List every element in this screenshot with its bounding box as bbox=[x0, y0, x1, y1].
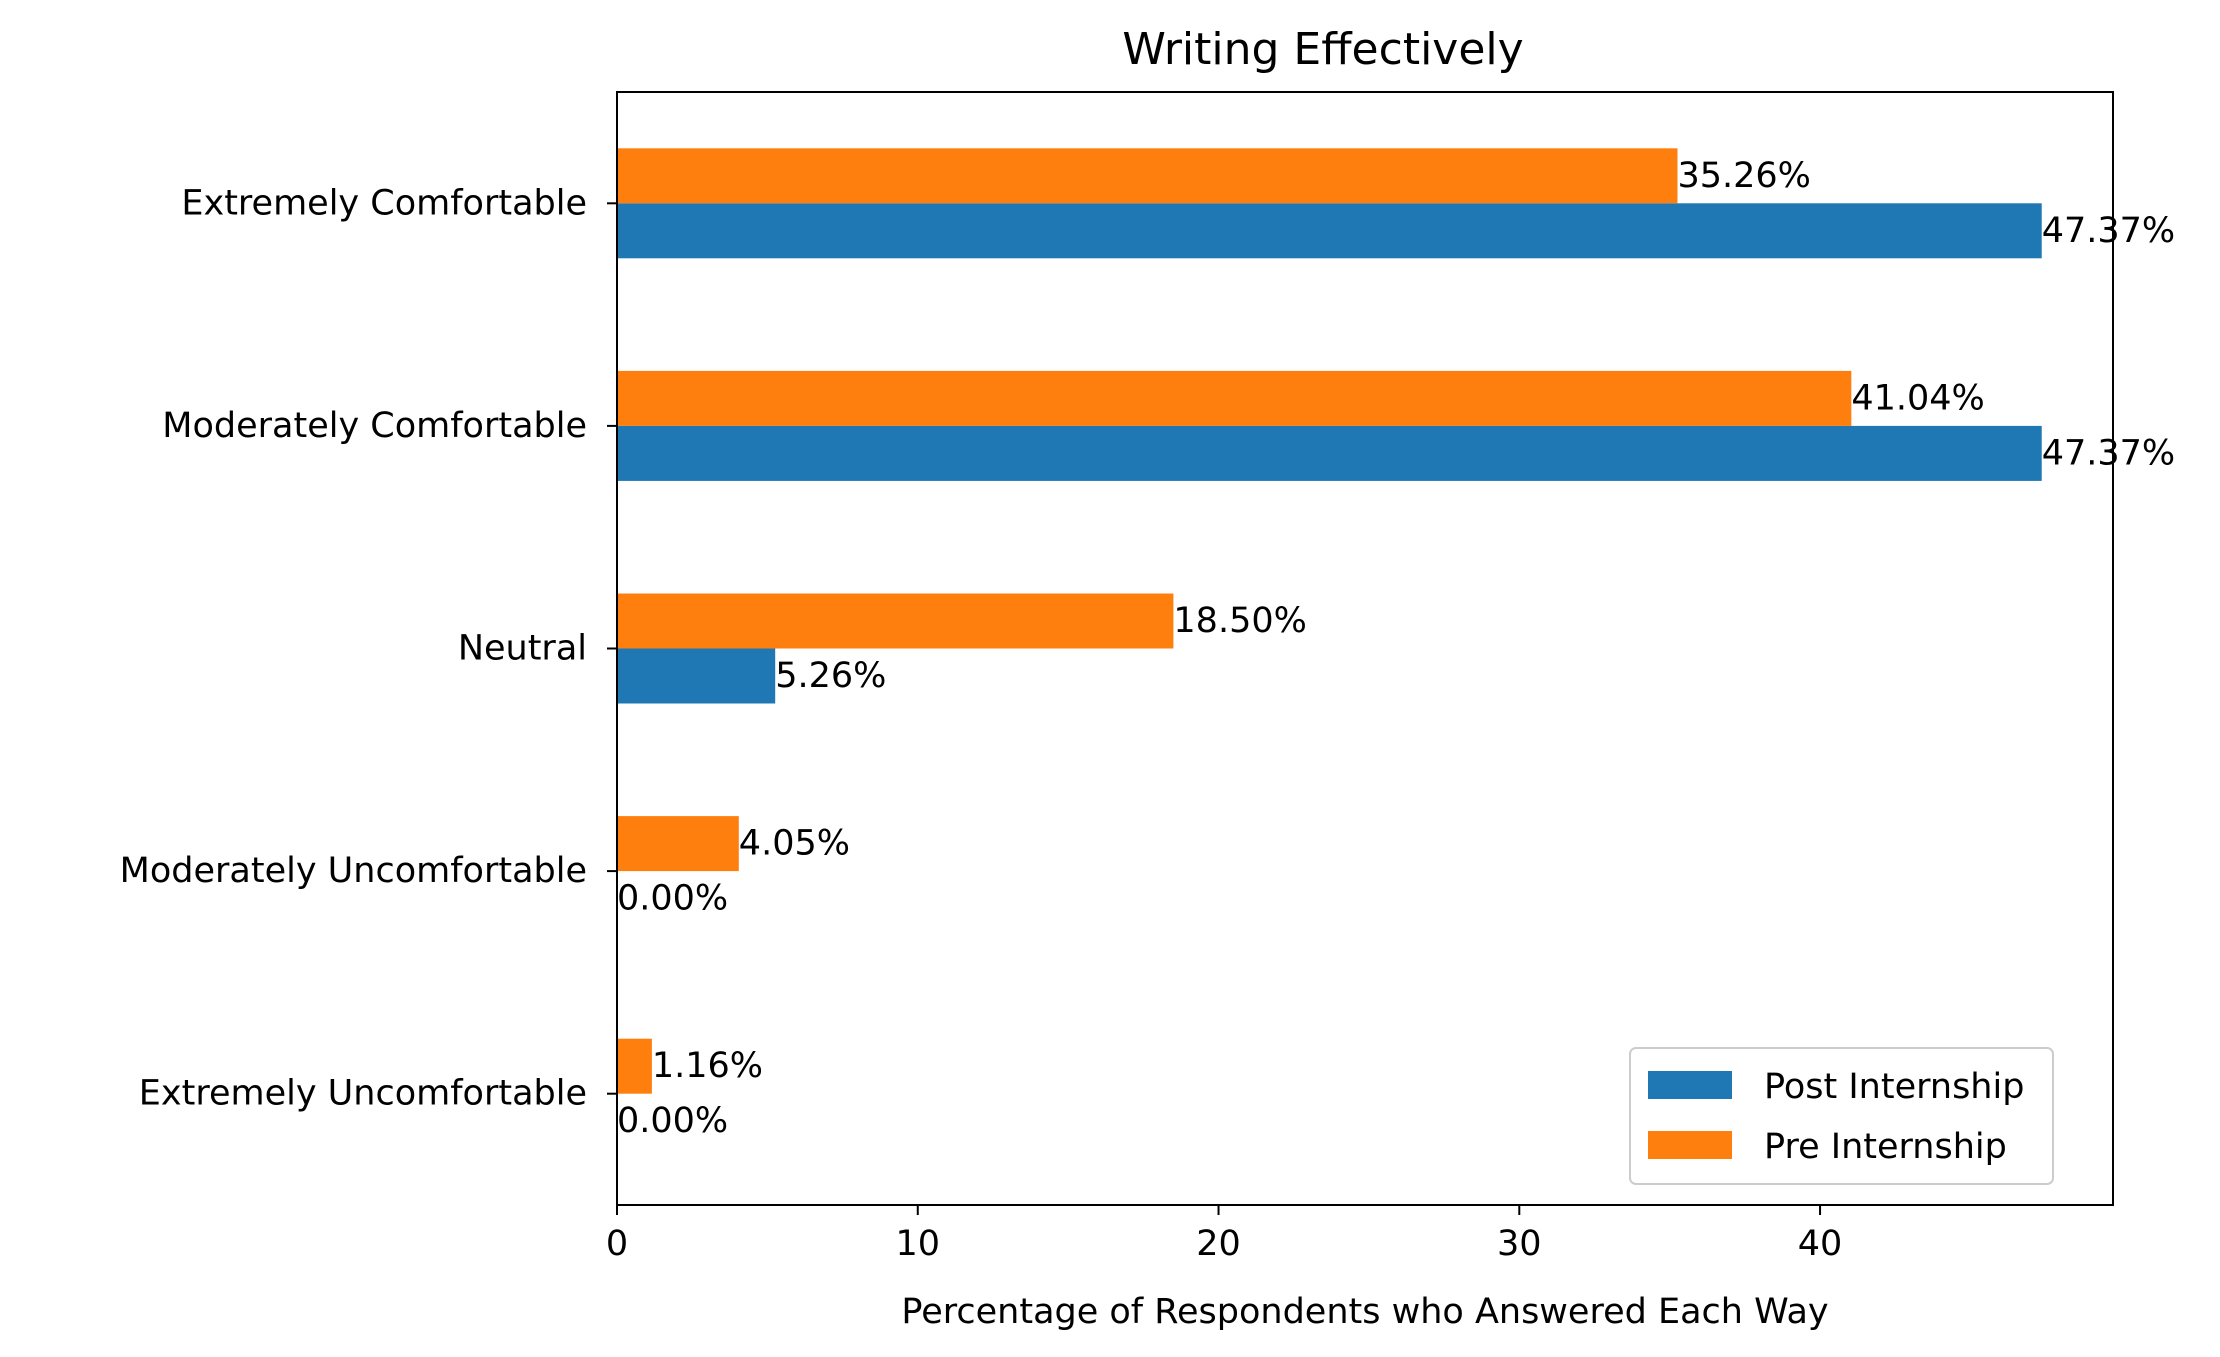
x-tick-label-30: 30 bbox=[1497, 1224, 1542, 1264]
bar-pre-internship-moderately-comfortable bbox=[617, 370, 1852, 426]
x-tick-label-10: 10 bbox=[895, 1224, 940, 1264]
legend-swatch-post-internship bbox=[1648, 1071, 1732, 1099]
y-tick-label-moderately-uncomfortable: Moderately Uncomfortable bbox=[120, 851, 587, 891]
legend-label-pre-internship: Pre Internship bbox=[1764, 1127, 2007, 1167]
y-axis: Extremely Comfortable Moderately Comforta… bbox=[120, 183, 617, 1114]
y-tick-label-neutral: Neutral bbox=[458, 629, 587, 669]
data-label-pre-internship-extremely-uncomfortable: 1.16% bbox=[652, 1046, 763, 1086]
bar-post-internship-extremely-comfortable bbox=[617, 203, 2042, 259]
data-labels-layer: 47.37% 35.26% 47.37% 41.04% 5.26% 18.50% 0.00%… bbox=[617, 156, 2175, 1141]
data-label-post-internship-neutral: 5.26% bbox=[775, 656, 886, 696]
x-tick-label-0: 0 bbox=[606, 1224, 628, 1264]
y-tick-label-moderately-comfortable: Moderately Comfortable bbox=[162, 406, 587, 446]
bar-pre-internship-moderately-uncomfortable bbox=[617, 816, 739, 872]
legend-label-post-internship: Post Internship bbox=[1764, 1067, 2024, 1107]
bar-pre-internship-neutral bbox=[617, 593, 1174, 649]
bars-layer bbox=[617, 148, 2042, 1094]
bar-pre-internship-extremely-uncomfortable bbox=[617, 1038, 652, 1094]
x-tick-label-20: 20 bbox=[1196, 1224, 1241, 1264]
data-label-pre-internship-moderately-comfortable: 41.04% bbox=[1851, 378, 1984, 418]
legend-frame bbox=[1629, 1047, 2054, 1185]
x-axis: 0 10 20 30 40 bbox=[606, 1205, 1842, 1264]
data-label-pre-internship-extremely-comfortable: 35.26% bbox=[1677, 156, 1810, 196]
legend: Post Internship Pre Internship bbox=[1629, 1047, 2054, 1185]
data-label-pre-internship-moderately-uncomfortable: 4.05% bbox=[739, 824, 850, 864]
data-label-post-internship-extremely-comfortable: 47.37% bbox=[2042, 211, 2175, 251]
data-label-pre-internship-neutral: 18.50% bbox=[1173, 601, 1306, 641]
data-label-post-internship-moderately-comfortable: 47.37% bbox=[2042, 433, 2175, 473]
x-axis-label: Percentage of Respondents who Answered E… bbox=[901, 1292, 1828, 1332]
bar-pre-internship-extremely-comfortable bbox=[617, 148, 1678, 204]
data-label-post-internship-moderately-uncomfortable: 0.00% bbox=[617, 879, 728, 919]
y-tick-label-extremely-uncomfortable: Extremely Uncomfortable bbox=[139, 1074, 587, 1114]
data-label-post-internship-extremely-uncomfortable: 0.00% bbox=[617, 1101, 728, 1141]
x-tick-label-40: 40 bbox=[1798, 1224, 1843, 1264]
chart-title: Writing Effectively bbox=[1122, 24, 1523, 75]
bar-post-internship-moderately-comfortable bbox=[617, 425, 2042, 481]
bar-post-internship-neutral bbox=[617, 648, 776, 704]
y-tick-label-extremely-comfortable: Extremely Comfortable bbox=[181, 183, 587, 223]
legend-swatch-pre-internship bbox=[1648, 1131, 1732, 1159]
